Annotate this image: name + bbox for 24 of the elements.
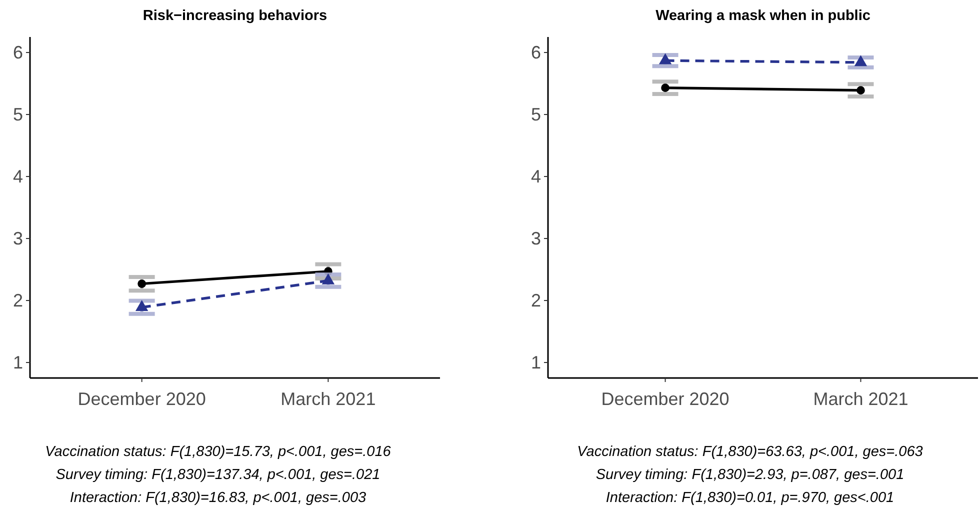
chart-title: Risk−increasing behaviors bbox=[142, 8, 328, 24]
y-tick-label: 3 bbox=[12, 228, 23, 248]
y-tick-label: 1 bbox=[530, 352, 541, 372]
y-tick-label: 5 bbox=[530, 104, 541, 124]
y-tick-label: 1 bbox=[12, 352, 23, 372]
x-tick-label: December 2020 bbox=[78, 388, 206, 409]
y-tick-label: 4 bbox=[530, 166, 541, 186]
x-tick-label: March 2021 bbox=[813, 388, 908, 409]
y-tick-label: 6 bbox=[12, 42, 23, 62]
y-tick-label: 2 bbox=[12, 290, 23, 310]
y-tick-label: 6 bbox=[530, 42, 541, 62]
y-tick-label: 3 bbox=[530, 228, 541, 248]
x-tick-label: December 2020 bbox=[601, 388, 730, 409]
text: Survey timing: F(1,830)=2.93, p=.087, ges=.001 bbox=[596, 467, 904, 483]
text: Vaccination status: F(1,830)=63.63, p<.001, ges=.063 bbox=[577, 444, 923, 460]
y-tick-label: 5 bbox=[12, 104, 23, 124]
y-tick-label: 4 bbox=[12, 166, 23, 186]
text: Survey timing: F(1,830)=137.34, p<.001, ges=.021 bbox=[56, 467, 380, 483]
text: Interaction: F(1,830)=16.83, p<.001, ges=.003 bbox=[70, 490, 366, 506]
x-tick-label: March 2021 bbox=[280, 388, 376, 409]
y-tick-label: 2 bbox=[530, 290, 541, 310]
text: Vaccination status: F(1,830)=15.73, p<.001, ges=.016 bbox=[45, 444, 392, 460]
text: Interaction: F(1,830)=0.01, p=.970, ges<.001 bbox=[606, 490, 894, 506]
chart-title: Wearing a mask when in public bbox=[656, 8, 870, 24]
